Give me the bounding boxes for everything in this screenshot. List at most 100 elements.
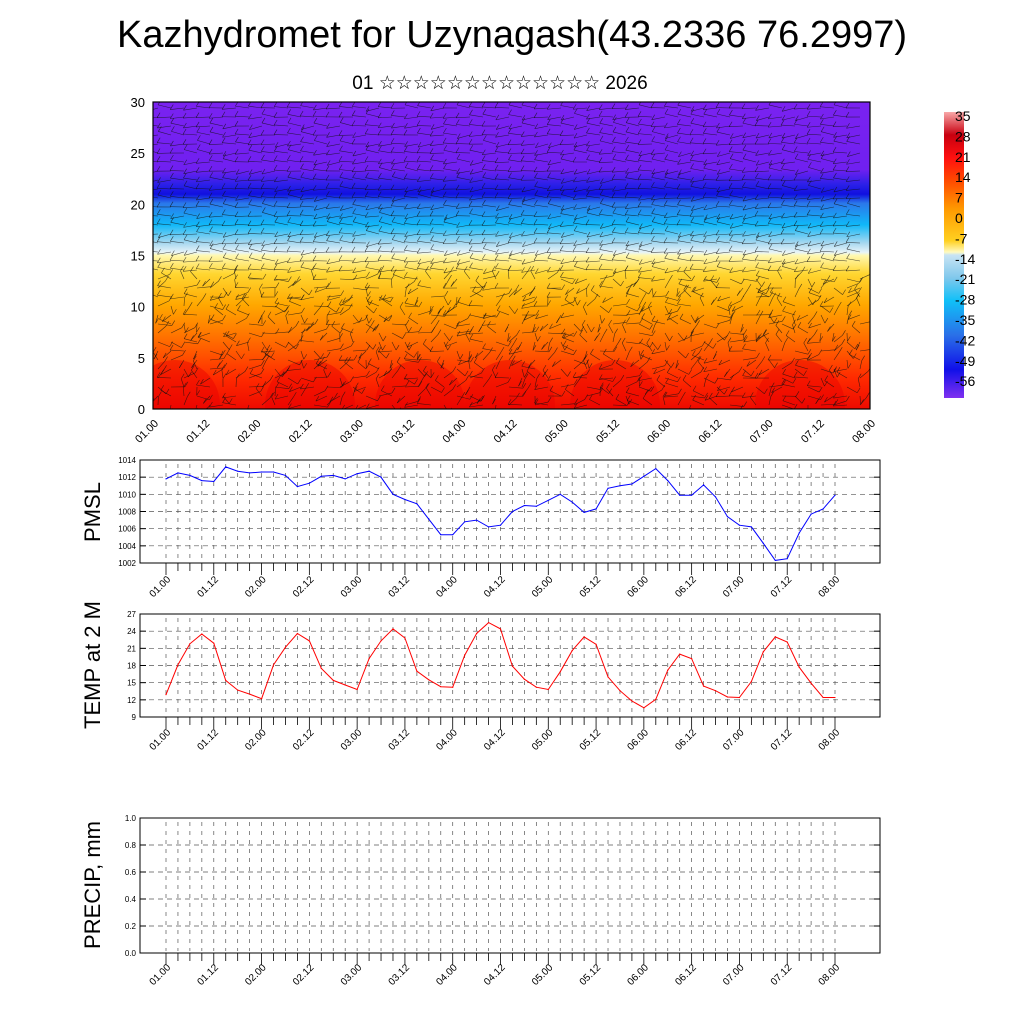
wind-barb-flag [676, 183, 681, 190]
wind-barb [391, 188, 406, 191]
data-point [344, 478, 346, 480]
wind-barb [612, 179, 627, 181]
wind-barb [430, 314, 445, 317]
wind-barb [261, 397, 271, 406]
wind-barb [833, 197, 848, 200]
wind-barb-flag [182, 266, 187, 272]
wind-barb-flag [319, 335, 324, 341]
wind-barb [383, 314, 393, 323]
wind-barb-flag [638, 195, 642, 201]
wind-barb-flag [391, 122, 395, 129]
wind-barb [170, 267, 185, 271]
wind-barb-flag [145, 144, 148, 149]
wind-barb [417, 188, 432, 192]
wind-barb-flag [625, 252, 630, 258]
wind-barb [846, 278, 861, 283]
wind-barb [612, 278, 621, 287]
wind-barb [508, 159, 523, 163]
wind-barb-flag [533, 166, 538, 173]
wind-barb [729, 233, 744, 236]
wind-barb-flag [248, 190, 252, 196]
wind-barb-flag [481, 367, 485, 374]
wind-barb-flag [288, 403, 292, 409]
wind-barb [573, 170, 588, 175]
wind-barb [235, 298, 244, 307]
wind-barb [507, 270, 510, 280]
wind-barb [782, 373, 796, 379]
wind-barb [495, 178, 510, 181]
wind-barb [287, 325, 297, 334]
wind-barb-flag [403, 129, 408, 136]
wind-barb-flag [586, 105, 590, 111]
wind-barb-flag [193, 353, 197, 360]
wind-barb [560, 188, 575, 191]
wind-barb-flag [325, 283, 330, 289]
wind-barb-flag [223, 353, 228, 359]
wind-barb-flag [534, 154, 538, 160]
wind-barb [352, 375, 367, 379]
wind-barb-flag [145, 235, 148, 240]
wind-barb-flag [729, 133, 734, 139]
wind-barb [391, 332, 403, 339]
wind-barb-flag [819, 301, 824, 307]
wind-barb-flag [547, 114, 551, 120]
wind-barb [794, 188, 809, 191]
wind-barb [443, 233, 458, 236]
wind-barb [326, 195, 341, 199]
wind-barb-flag [665, 297, 669, 303]
wind-barb [846, 214, 861, 217]
wind-barb [651, 197, 666, 201]
wind-barb-flag [530, 265, 535, 272]
wind-barb-flag [183, 180, 188, 186]
wind-barb-flag [559, 139, 564, 145]
wind-barb [196, 241, 211, 244]
panel-frame [152, 101, 871, 410]
wind-barb [573, 323, 582, 332]
x-tick-label: 05.00 [530, 574, 556, 600]
wind-barb-flag [638, 259, 643, 265]
wind-barb-flag [495, 124, 500, 130]
wind-barb-flag [196, 390, 200, 396]
wind-barb [729, 125, 744, 128]
wind-barb [417, 160, 432, 163]
wind-barb [339, 269, 354, 272]
wind-barb-flag [416, 229, 421, 235]
x-tick-label: 05.00 [530, 727, 556, 753]
wind-barb-flag [274, 142, 279, 148]
wind-barb [287, 341, 296, 350]
wind-barb [313, 152, 328, 156]
y-axis-label: TEMP at 2 M [80, 601, 105, 729]
data-point [428, 679, 430, 681]
wind-barb-flag [754, 254, 759, 261]
wind-barb-flag [794, 225, 799, 231]
wind-barb [521, 251, 536, 255]
wind-barb-flag [248, 169, 253, 175]
wind-barb [823, 296, 835, 304]
wind-barb [198, 337, 211, 343]
wind-barb-flag [482, 285, 486, 291]
data-point [332, 679, 334, 681]
wind-barb [526, 370, 536, 379]
wind-barb-flag [845, 193, 850, 199]
wind-barb [443, 332, 450, 341]
wind-barb-flag [586, 168, 591, 175]
wind-barb [469, 286, 484, 289]
wind-barb [365, 260, 380, 263]
data-point [213, 642, 215, 644]
wind-barb [378, 196, 393, 199]
wind-barb [819, 332, 822, 342]
wind-barb [690, 240, 705, 244]
wind-barb [626, 392, 640, 397]
wind-barb [729, 339, 744, 343]
wind-barb-flag [494, 192, 499, 198]
wind-barb-flag [696, 320, 700, 326]
wind-barb-flag [679, 313, 684, 319]
wind-barb-flag [768, 159, 773, 166]
wind-barb-flag [366, 241, 370, 247]
wind-barb [574, 125, 588, 130]
wind-barb [274, 124, 289, 127]
wind-barb [226, 353, 237, 361]
wind-barb [443, 296, 449, 306]
wind-barb [482, 379, 490, 388]
wind-barb [417, 403, 432, 406]
